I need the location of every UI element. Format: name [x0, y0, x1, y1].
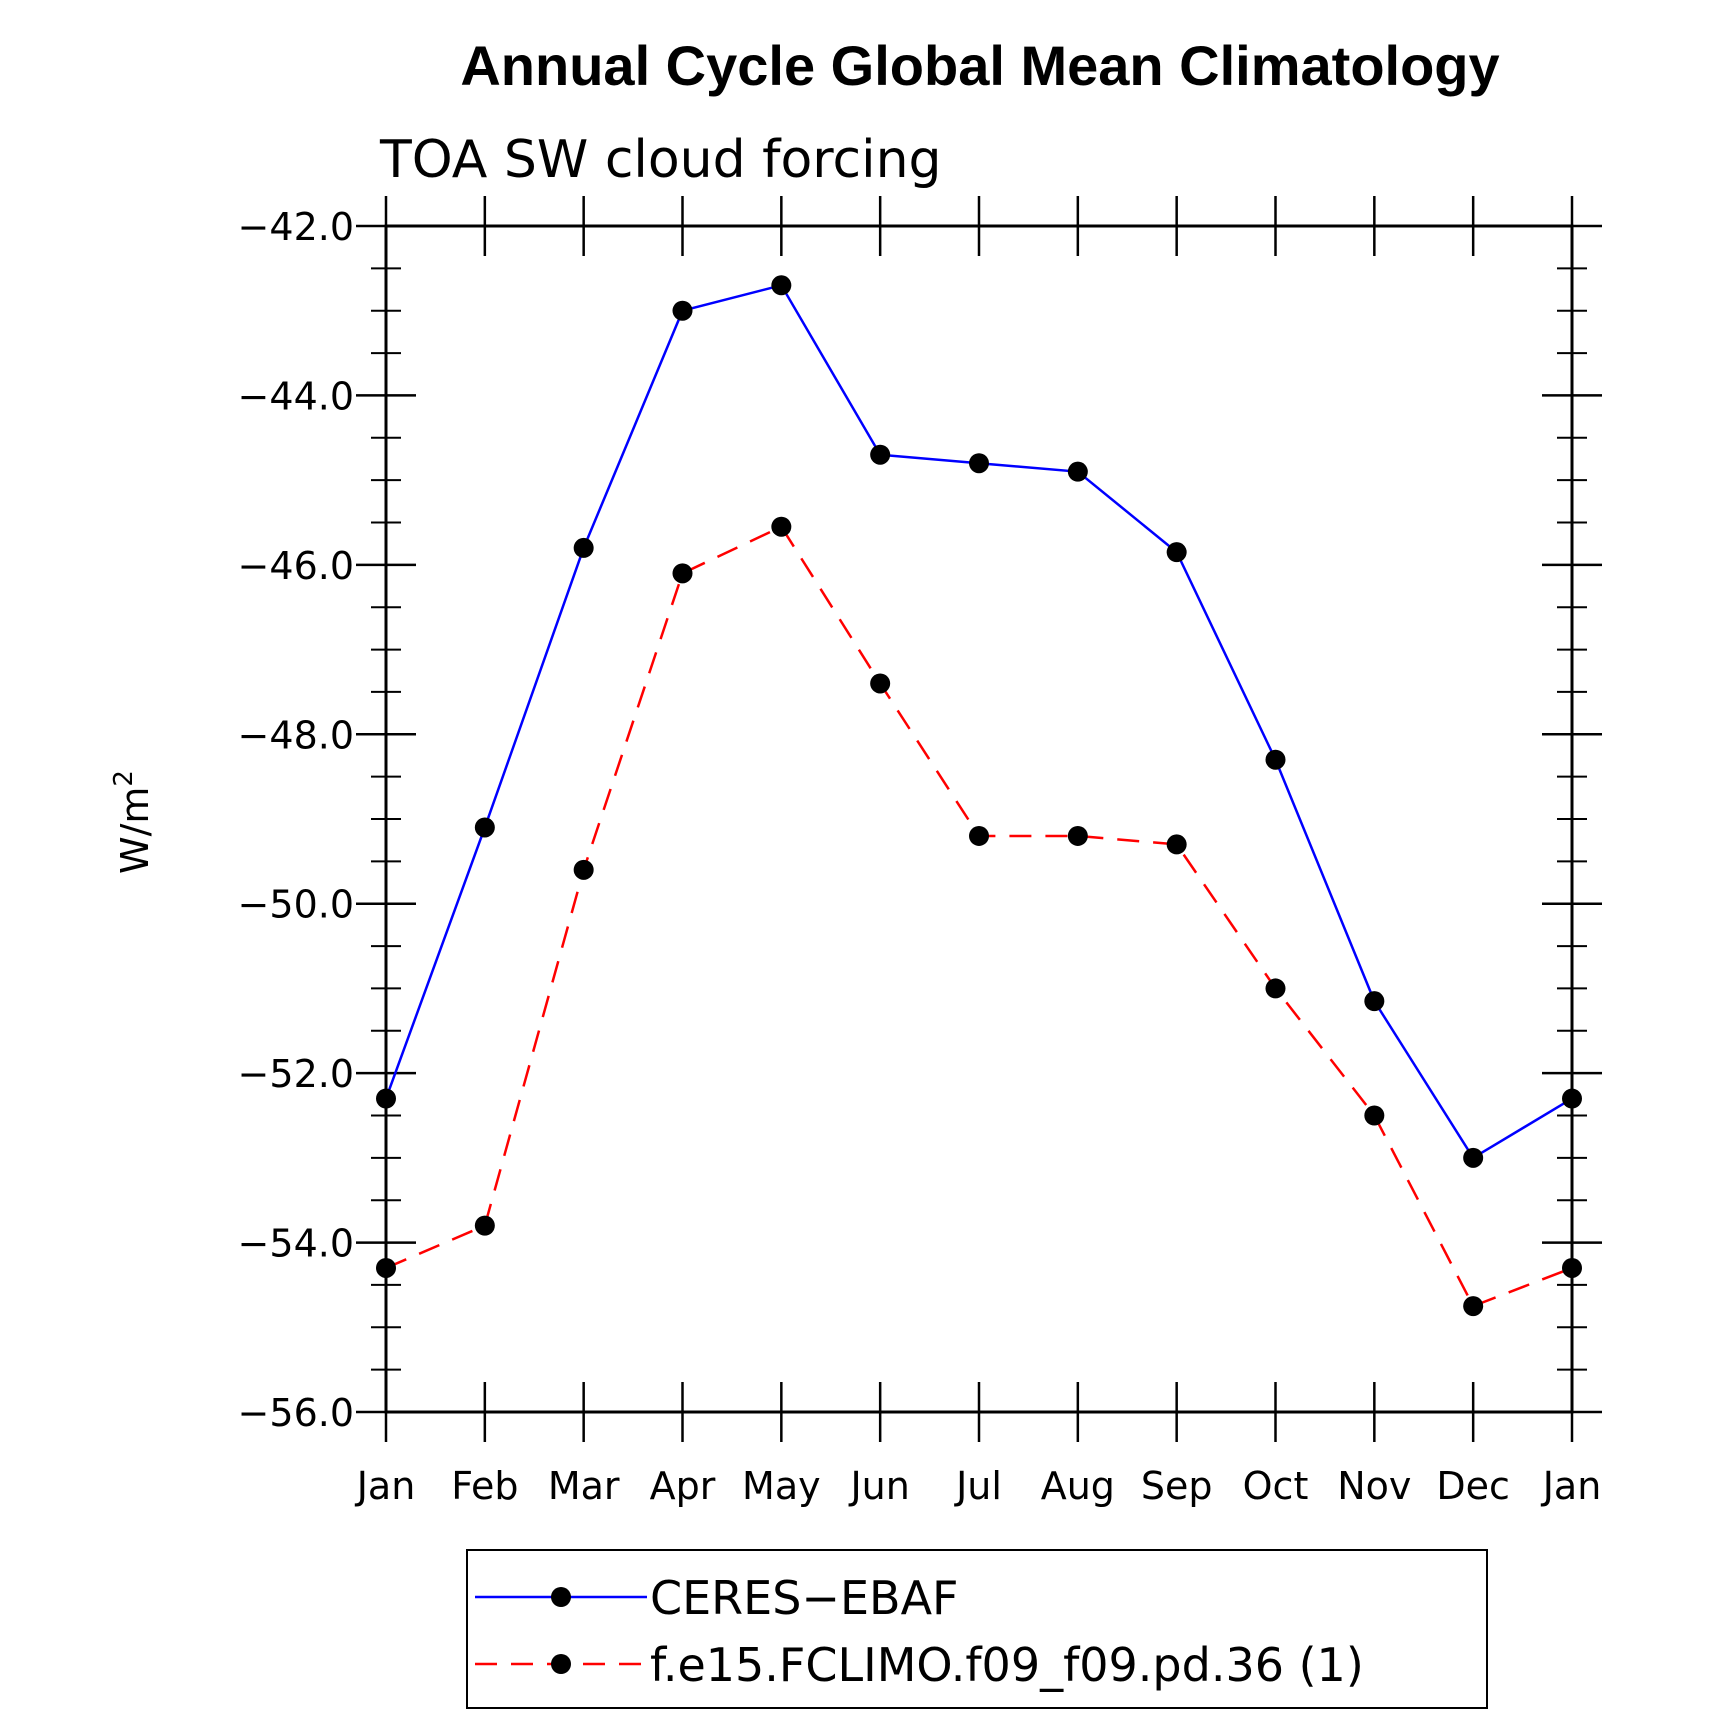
- data-point: [870, 673, 891, 694]
- legend-label: f.e15.FCLIMO.f09_f09.pd.36 (1): [650, 1638, 1364, 1692]
- data-point: [1265, 749, 1286, 770]
- x-tick-label: Sep: [1141, 1464, 1213, 1508]
- data-point: [1067, 825, 1088, 846]
- x-tick-label: Jan: [355, 1464, 416, 1508]
- y-tick-label: −54.0: [238, 1222, 354, 1266]
- data-point: [573, 859, 594, 880]
- axis-ticks: [356, 196, 1602, 1442]
- x-tick-labels: Jan Feb Mar Apr May Jun Jul Aug Sep Oct Nov Dec Jan: [355, 1464, 1602, 1508]
- x-tick-label: Mar: [548, 1464, 620, 1508]
- legend-marker: [551, 1654, 571, 1674]
- chart-title: Annual Cycle Global Mean Climatology: [460, 34, 1499, 97]
- y-tick-labels: −42.0 −44.0 −46.0 −48.0 −50.0 −52.0 −54.0 −56.0: [238, 205, 354, 1435]
- x-tick-label: Jul: [954, 1464, 1002, 1508]
- x-tick-label: Nov: [1337, 1464, 1411, 1508]
- series-line: [384, 283, 1573, 1160]
- y-tick-label: −42.0: [238, 205, 354, 249]
- data-point: [1364, 991, 1385, 1012]
- y-tick-label: −46.0: [238, 544, 354, 588]
- data-point: [376, 1257, 396, 1278]
- x-tick-label: May: [742, 1464, 821, 1508]
- data-point: [672, 563, 693, 584]
- data-point: [1364, 1105, 1385, 1126]
- data-point: [1067, 461, 1088, 482]
- x-tick-label: Dec: [1436, 1464, 1510, 1508]
- x-tick-label: Aug: [1041, 1464, 1115, 1508]
- x-tick-label: Jan: [1541, 1464, 1602, 1508]
- series-group: [376, 275, 1582, 1317]
- data-point: [474, 817, 495, 838]
- y-tick-label: −52.0: [238, 1052, 354, 1096]
- x-tick-label: Jun: [848, 1464, 909, 1508]
- x-tick-label: Oct: [1243, 1464, 1309, 1508]
- data-point: [474, 1215, 495, 1236]
- data-point: [1562, 1088, 1582, 1109]
- data-point: [1562, 1257, 1582, 1278]
- series-line: [385, 525, 1573, 1308]
- data-point: [1265, 978, 1286, 999]
- plot-frame: [384, 224, 1574, 1414]
- y-tick-label: −48.0: [238, 713, 354, 757]
- data-point: [672, 300, 693, 321]
- series-0: [376, 275, 1582, 1168]
- legend-label: CERES−EBAF: [650, 1571, 959, 1625]
- series-1: [376, 516, 1582, 1317]
- data-point: [1463, 1296, 1484, 1317]
- data-point: [771, 275, 792, 296]
- data-point: [376, 1088, 396, 1109]
- data-point: [969, 453, 989, 474]
- x-tick-label: Feb: [451, 1464, 518, 1508]
- chart-subtitle: TOA SW cloud forcing: [379, 130, 942, 190]
- legend: CERES−EBAF f.e15.FCLIMO.f09_f09.pd.36 (1): [466, 1549, 1488, 1709]
- y-tick-label: −44.0: [238, 374, 354, 418]
- data-point: [870, 444, 891, 465]
- data-point: [1166, 834, 1187, 855]
- data-point: [969, 825, 989, 846]
- data-point: [1166, 542, 1187, 563]
- data-point: [771, 516, 792, 537]
- y-tick-label: −56.0: [238, 1391, 354, 1435]
- y-tick-label: −50.0: [238, 883, 354, 927]
- x-tick-label: Apr: [650, 1464, 716, 1508]
- data-point: [573, 537, 594, 558]
- y-axis-label: W/m2: [109, 770, 157, 874]
- legend-marker: [551, 1587, 571, 1607]
- data-point: [1463, 1147, 1484, 1168]
- legend-frame: [466, 1549, 1488, 1709]
